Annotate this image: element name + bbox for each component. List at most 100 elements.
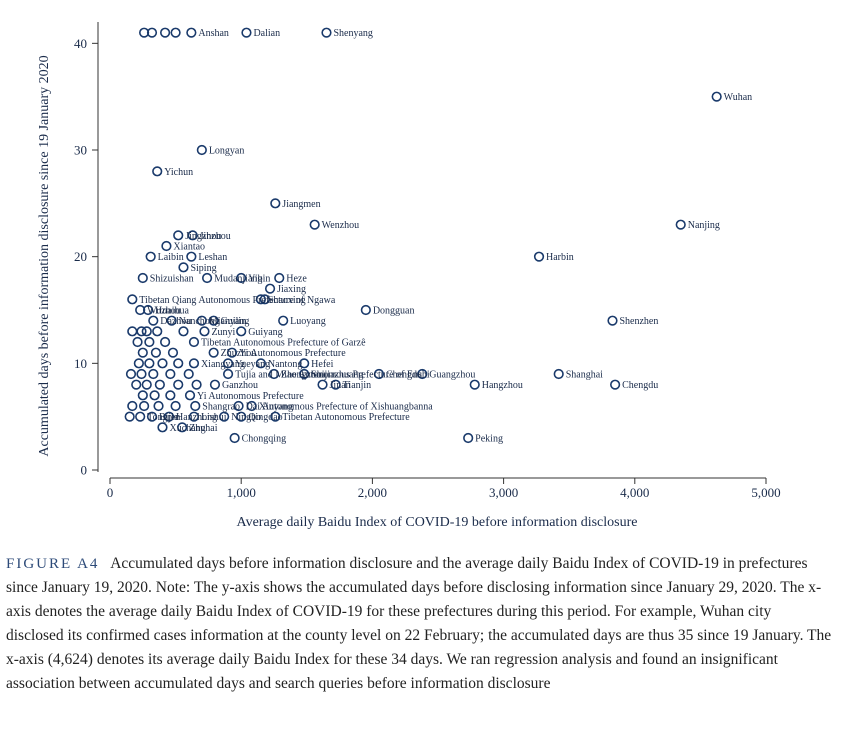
data-point (186, 251, 197, 262)
data-point-label: Shangrao (202, 402, 240, 413)
data-point (127, 400, 138, 412)
data-point (222, 368, 234, 380)
scatter-plot-svg: 0 1,000 2,000 3,000 4,000 5,000 0 10 20 30 40 Wuha… (37, 22, 781, 530)
data-point-label: Chongqing (242, 434, 286, 445)
data-point-label: Nanchong (179, 316, 220, 327)
y-tick-label: 30 (74, 143, 87, 158)
data-point (178, 262, 189, 273)
data-point (146, 27, 158, 38)
data-point-label: Leshan (198, 252, 227, 263)
data-point (145, 251, 156, 262)
data-point (255, 358, 266, 369)
data-point (196, 144, 207, 156)
data-point (163, 411, 175, 422)
data-point (270, 411, 281, 422)
data-point-label: Zhuhai (189, 423, 218, 434)
data-point (144, 336, 155, 348)
data-point (186, 27, 197, 38)
x-tick-label: 0 (107, 485, 114, 500)
data-point-label: Xiangyang (201, 359, 245, 370)
data-point (209, 379, 221, 390)
data-point (141, 379, 152, 390)
data-point-label: Shaoxing (268, 295, 306, 306)
data-point (264, 283, 276, 294)
data-point-label: Wuhan (724, 92, 752, 103)
data-point (201, 272, 213, 284)
data-point (317, 379, 328, 390)
data-point (274, 272, 285, 284)
data-point-label: Shanghai (566, 370, 603, 381)
data-point-label: Heze (286, 274, 307, 285)
data-point-label: Hanzhong (176, 412, 217, 423)
data-point (148, 315, 159, 326)
data-point-label: Wuzhou (147, 306, 180, 317)
data-point (152, 326, 163, 337)
data-point (142, 304, 154, 316)
data-point (610, 379, 621, 390)
data-point-label: Jinan (330, 380, 351, 391)
data-point (170, 400, 181, 412)
data-point-label: Yi Autonomous Prefecture (239, 348, 346, 359)
data-point (229, 432, 240, 444)
data-point (183, 368, 194, 380)
y-tick-label: 20 (74, 249, 87, 264)
data-point-label: Jiaxing (277, 284, 306, 295)
data-point (469, 379, 480, 390)
data-point (157, 422, 168, 433)
x-tick-label: 4,000 (620, 485, 649, 500)
data-point-label: Guangzhou (429, 370, 475, 381)
data-point (173, 379, 184, 390)
data-point (157, 358, 168, 369)
data-point (309, 219, 320, 230)
data-point-label: Zhengzhou (281, 370, 326, 381)
x-tick-label: 3,000 (489, 485, 518, 500)
data-point (148, 368, 159, 380)
data-point (160, 27, 171, 38)
data-point (246, 400, 257, 412)
data-point (711, 91, 722, 102)
data-point (133, 358, 144, 369)
data-point-label: Dalian (253, 28, 280, 39)
ticks: 0 1,000 2,000 3,000 4,000 5,000 0 10 20 30 40 (74, 36, 781, 500)
data-point (141, 326, 152, 337)
data-point (278, 315, 289, 326)
data-point (166, 315, 177, 326)
y-tick-label: 0 (81, 463, 88, 478)
data-point (144, 358, 155, 369)
data-point-label: Yueyang (235, 359, 270, 370)
data-point (127, 294, 138, 305)
x-tick-label: 1,000 (227, 485, 256, 500)
data-point-label: Shijiazhuang (311, 370, 363, 381)
data-point (330, 379, 341, 390)
data-point (124, 411, 135, 422)
data-point (170, 27, 181, 38)
caption-text: Accumulated days before information disc… (6, 555, 832, 692)
data-point-label: Huaihua (155, 306, 189, 317)
data-point (196, 315, 207, 326)
data-point-label: Yichun (164, 167, 193, 178)
data-point (360, 304, 371, 316)
data-point-label: Dongguan (373, 306, 415, 317)
data-point-label: Tibetan Autonomous Prefecture (282, 412, 410, 423)
data-point (236, 326, 247, 337)
data-point (131, 379, 142, 390)
data-point-label: Tianjin (343, 380, 372, 391)
data-point (270, 198, 281, 209)
data-point (132, 336, 143, 348)
data-point-label: Shenzhen (619, 316, 658, 327)
data-point (184, 390, 196, 401)
y-tick-label: 40 (74, 36, 87, 51)
data-point-label: Guiyang (248, 327, 282, 338)
data-point (153, 400, 164, 412)
data-point-label: Zunyi (211, 327, 235, 338)
data-point (188, 336, 200, 348)
data-point (299, 368, 310, 380)
data-point (146, 411, 158, 422)
data-point-label: Hefei (311, 359, 333, 370)
y-axis-title: Accumulated days before information disc… (37, 55, 52, 456)
data-point-label: Longyan (209, 146, 245, 157)
data-point (137, 347, 148, 358)
data-point (607, 315, 618, 326)
data-point-label: Tongren (147, 412, 180, 423)
data-point-label: Xinyang (259, 402, 293, 413)
